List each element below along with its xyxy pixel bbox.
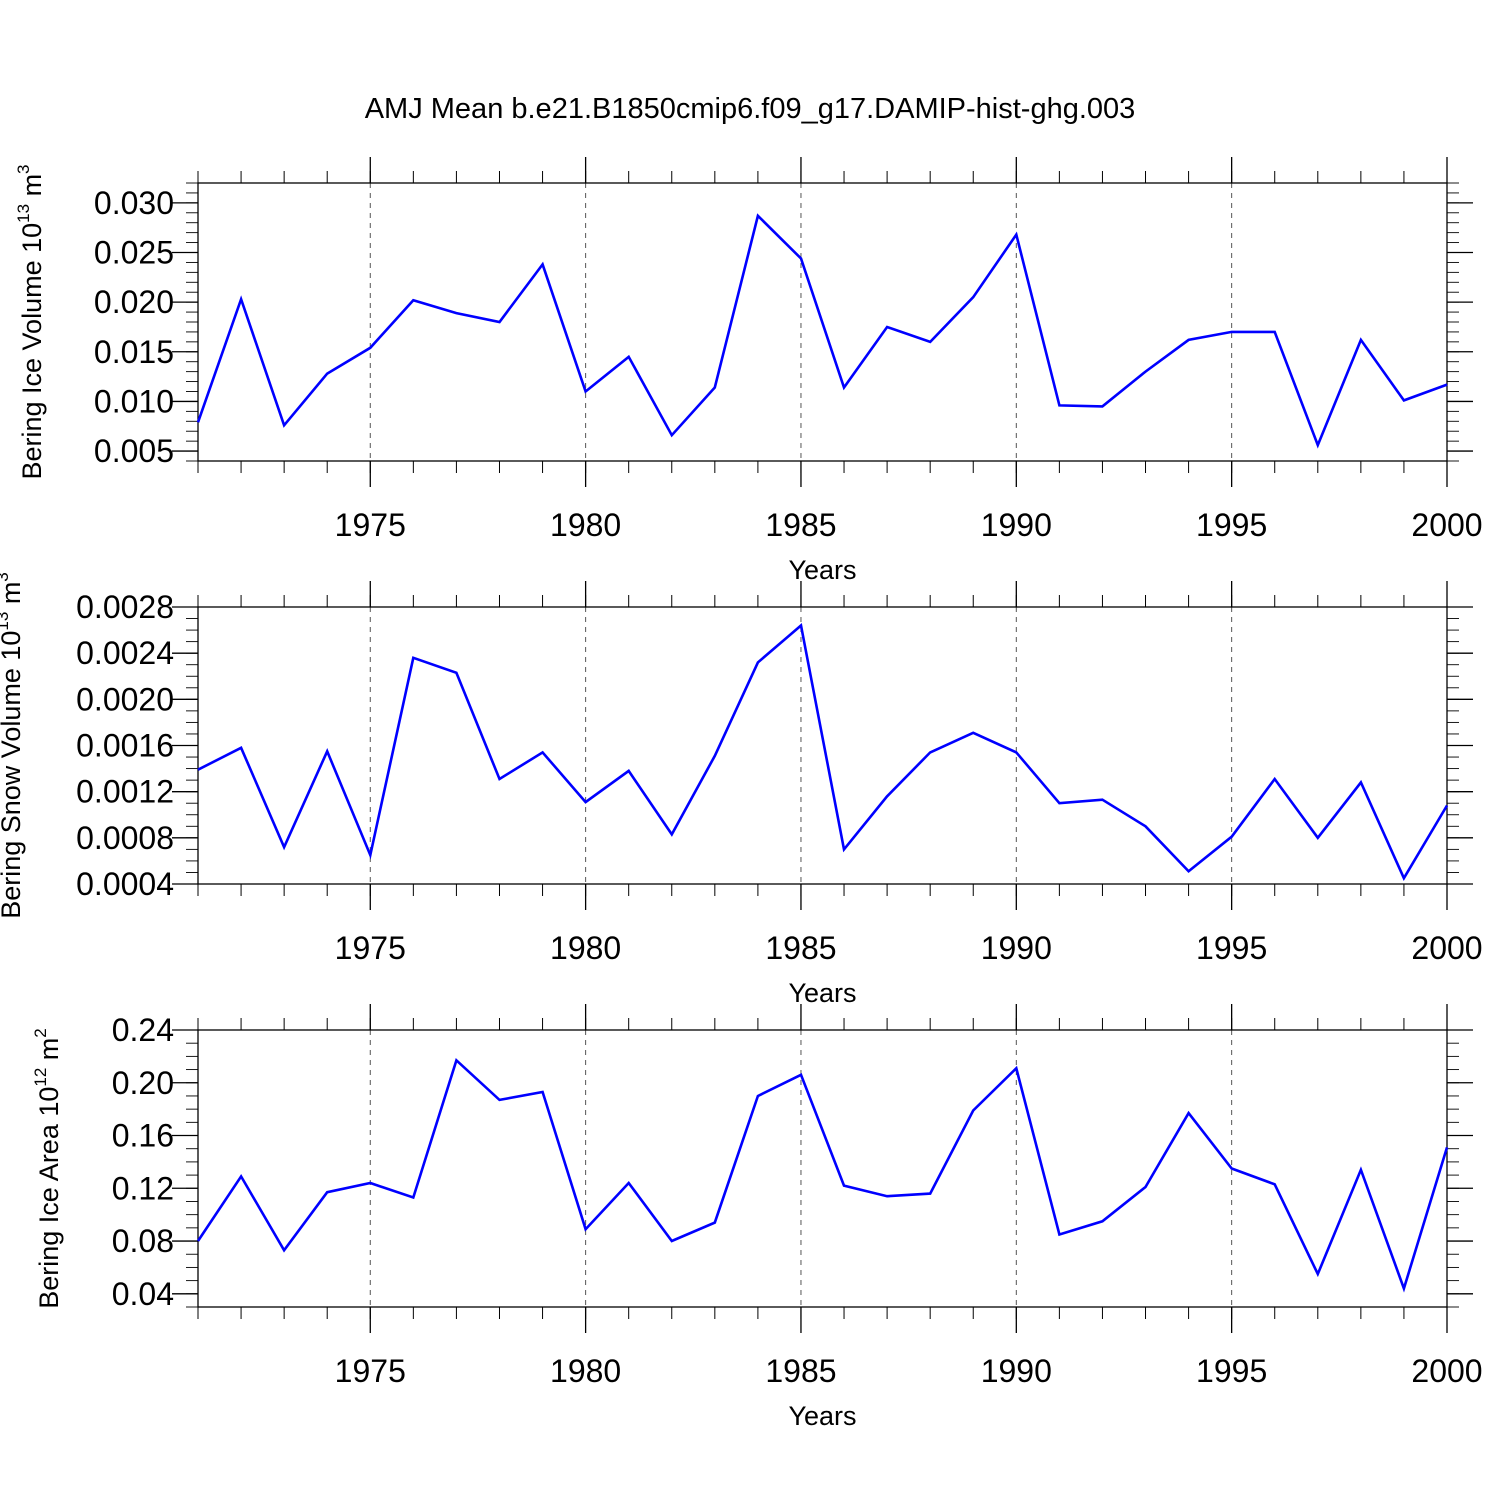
x-axis-label: Years: [788, 978, 856, 1008]
plot-frame: [197, 606, 1448, 885]
x-axis-label: Years: [788, 555, 856, 585]
y-tick-label: 0.16: [112, 1118, 174, 1154]
y-tick-label: 0.010: [94, 383, 174, 419]
chart-title: AMJ Mean b.e21.B1850cmip6.f09_g17.DAMIP-…: [365, 93, 1136, 125]
x-tick-label: 1995: [1196, 507, 1267, 543]
x-tick-label: 1980: [550, 1353, 621, 1389]
x-tick-label: 1980: [550, 507, 621, 543]
x-tick-label: 1990: [981, 507, 1052, 543]
x-tick-label: 1990: [981, 1353, 1052, 1389]
y-axis-label: Bering Ice Volume 1013 m3: [14, 164, 47, 479]
series-line: [197, 623, 1449, 882]
y-tick-label: 0.0016: [76, 728, 174, 764]
x-tick-label: 1975: [335, 1353, 406, 1389]
series-line: [196, 213, 1448, 449]
x-tick-label: 1975: [335, 507, 406, 543]
x-tick-label: 1990: [981, 930, 1052, 966]
y-tick-label: 0.04: [112, 1276, 174, 1312]
x-tick-label: 1995: [1196, 1353, 1267, 1389]
y-tick-label: 0.005: [94, 433, 174, 469]
y-tick-label: 0.0024: [76, 635, 174, 671]
x-tick-label: 1985: [765, 507, 836, 543]
y-axis-label: Bering Snow Volume 1013 m3: [0, 572, 26, 919]
y-tick-label: 0.0028: [76, 589, 174, 625]
y-tick-label: 0.24: [112, 1012, 174, 1048]
panel-3: 1975 1980 1985 1990 1995 2000 0.04 0.08 0.12 0.16…: [31, 1004, 1483, 1431]
y-axis-label: Bering Ice Area 1012 m2: [31, 1028, 64, 1309]
panel-2: 1975 1980 1985 1990 1995 2000 0.0004 0.0008 0.00…: [0, 572, 1483, 1008]
x-tick-label: 2000: [1411, 1353, 1482, 1389]
x-tick-label: 2000: [1411, 507, 1482, 543]
series-line: [196, 1057, 1449, 1293]
y-tick-label: 0.12: [112, 1170, 174, 1206]
x-axis-label: Years: [788, 1401, 856, 1431]
panel-1: 1975 1980 1985 1990 1995 2000 0.005 0.010 0.015 0…: [14, 157, 1483, 585]
y-tick-label: 0.0020: [76, 681, 174, 717]
x-tick-label: 1995: [1196, 930, 1267, 966]
y-tick-label: 0.025: [94, 235, 174, 271]
y-tick-label: 0.0012: [76, 774, 174, 810]
x-tick-label: 1980: [550, 930, 621, 966]
y-tick-label: 0.020: [94, 284, 174, 320]
x-tick-label: 2000: [1411, 930, 1482, 966]
x-tick-label: 1985: [765, 930, 836, 966]
y-tick-label: 0.015: [94, 334, 174, 370]
x-tick-label: 1975: [335, 930, 406, 966]
plot-frame: [197, 1029, 1448, 1308]
y-tick-label: 0.20: [112, 1065, 174, 1101]
y-tick-label: 0.0008: [76, 820, 174, 856]
y-tick-label: 0.030: [94, 185, 174, 221]
y-tick-label: 0.0004: [76, 866, 174, 902]
y-tick-label: 0.08: [112, 1223, 174, 1259]
x-tick-label: 1985: [765, 1353, 836, 1389]
